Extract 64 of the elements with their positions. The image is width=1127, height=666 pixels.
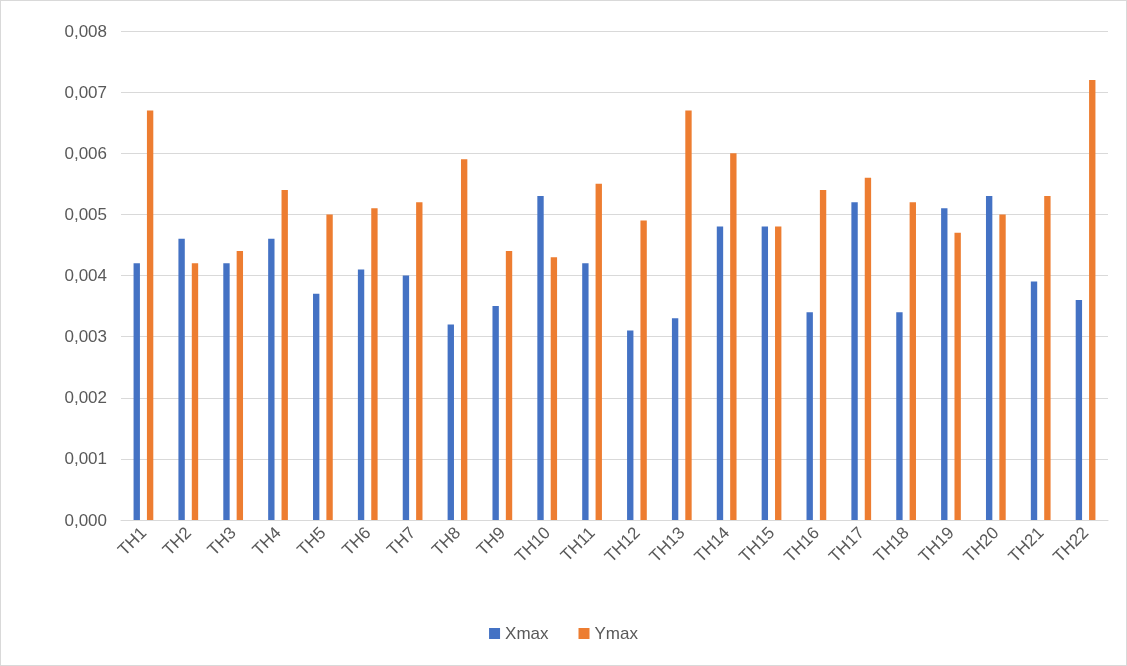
- bar: [550, 257, 558, 520]
- y-tick-label: 0,000: [64, 510, 107, 530]
- bar: [941, 208, 948, 520]
- bar: [281, 189, 288, 520]
- legend-label: Ymax: [594, 624, 639, 643]
- y-tick-label: 0,004: [64, 266, 107, 285]
- bar: [223, 263, 230, 520]
- bar: [999, 214, 1006, 520]
- bar: [133, 263, 140, 520]
- bar: [851, 202, 858, 520]
- bar: [1089, 79, 1096, 520]
- y-tick-label: 0,001: [64, 449, 107, 469]
- bar: [268, 238, 275, 520]
- bar: [640, 220, 647, 520]
- bar: [985, 196, 993, 520]
- y-tick-label: 0,006: [64, 143, 107, 163]
- y-tick-label: 0,003: [64, 327, 107, 347]
- y-tick-label: 0,008: [64, 21, 107, 41]
- bar: [460, 159, 468, 520]
- bar: [416, 202, 423, 520]
- bar: [402, 275, 410, 520]
- bar: [1075, 299, 1083, 520]
- x-tick-label: TH8: [428, 523, 465, 560]
- bar: [730, 153, 737, 520]
- bar: [819, 189, 827, 520]
- x-tick-label: TH7: [383, 523, 420, 560]
- bar: [896, 312, 903, 520]
- bar: [357, 269, 365, 520]
- x-tick-label: TH5: [293, 523, 330, 560]
- bar: [236, 251, 244, 520]
- x-tick-label: TH6: [338, 523, 375, 560]
- bar: [627, 330, 634, 520]
- y-tick-label: 0,007: [64, 82, 107, 102]
- bar: [685, 110, 692, 520]
- bar: [326, 214, 333, 520]
- bar: [582, 263, 589, 520]
- bar: [671, 318, 679, 520]
- bar: [371, 208, 378, 520]
- bar: [178, 238, 185, 520]
- bar: [909, 202, 916, 520]
- y-tick-label: 0,002: [64, 388, 107, 408]
- x-tick-label: TH1: [114, 523, 151, 560]
- bar: [761, 226, 769, 520]
- bar: [505, 251, 513, 520]
- bar: [1030, 281, 1038, 520]
- bar: [806, 312, 813, 520]
- bar: [716, 226, 724, 520]
- bar: [864, 177, 872, 520]
- x-tick-label: TH2: [158, 523, 196, 560]
- bar: [537, 196, 544, 520]
- y-tick-label: 0,005: [64, 204, 107, 224]
- x-tick-label: TH4: [248, 523, 285, 560]
- bar: [1044, 196, 1051, 520]
- bar: [447, 324, 454, 520]
- legend-label: Xmax: [505, 624, 549, 643]
- x-tick-label: TH9: [472, 523, 510, 560]
- bar: [191, 263, 199, 520]
- bar: [954, 232, 961, 520]
- bar: [775, 226, 782, 520]
- bar: [146, 110, 154, 520]
- bar: [313, 293, 320, 520]
- bar: [492, 306, 499, 520]
- x-tick-label: TH3: [203, 523, 240, 560]
- bar: [595, 183, 602, 520]
